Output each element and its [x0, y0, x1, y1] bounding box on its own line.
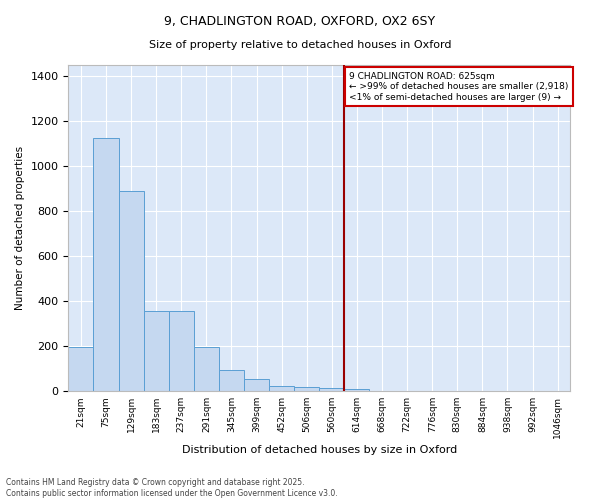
Bar	[294, 387, 319, 391]
Bar	[269, 386, 294, 391]
Bar	[169, 312, 194, 391]
Bar	[68, 348, 94, 391]
Bar	[244, 379, 269, 391]
Bar	[194, 348, 219, 391]
Text: 9 CHADLINGTON ROAD: 625sqm
← >99% of detached houses are smaller (2,918)
<1% of : 9 CHADLINGTON ROAD: 625sqm ← >99% of det…	[349, 72, 569, 102]
Bar	[344, 389, 370, 391]
Text: Size of property relative to detached houses in Oxford: Size of property relative to detached ho…	[149, 40, 451, 50]
Bar	[319, 388, 344, 391]
Bar	[219, 370, 244, 391]
Bar	[119, 191, 143, 391]
Bar	[143, 312, 169, 391]
Text: Contains HM Land Registry data © Crown copyright and database right 2025.
Contai: Contains HM Land Registry data © Crown c…	[6, 478, 338, 498]
Text: 9, CHADLINGTON ROAD, OXFORD, OX2 6SY: 9, CHADLINGTON ROAD, OXFORD, OX2 6SY	[164, 15, 436, 28]
Bar	[94, 138, 119, 391]
X-axis label: Distribution of detached houses by size in Oxford: Distribution of detached houses by size …	[182, 445, 457, 455]
Y-axis label: Number of detached properties: Number of detached properties	[15, 146, 25, 310]
